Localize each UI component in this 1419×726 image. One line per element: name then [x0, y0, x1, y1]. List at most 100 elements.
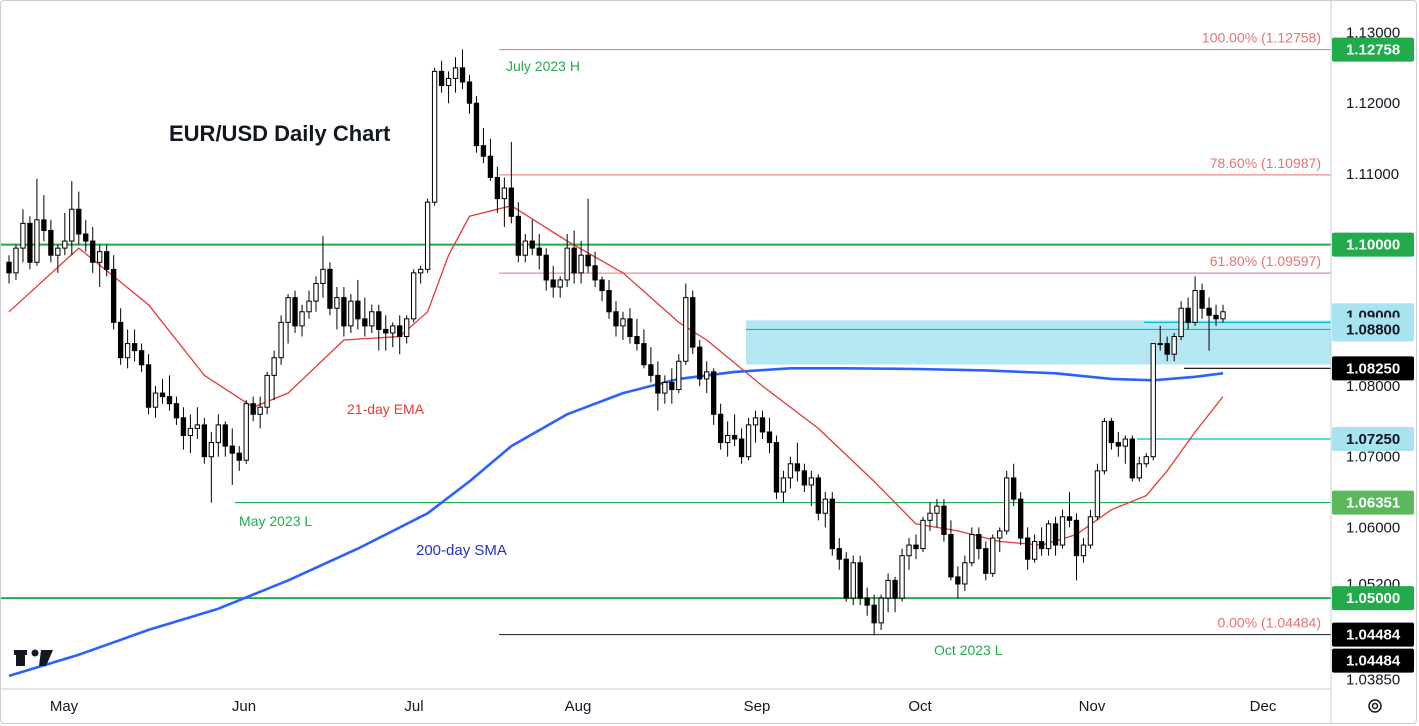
candle-body-164: [1150, 343, 1156, 458]
candle-body-139: [976, 533, 982, 550]
candle-body-61: [431, 70, 438, 203]
candle-body-82: [578, 254, 584, 274]
chart-title: EUR/USD Daily Chart: [169, 121, 391, 146]
candle-body-171: [1199, 290, 1205, 309]
candle-body-119: [836, 548, 842, 560]
tradingview-logo-icon[interactable]: [14, 649, 53, 667]
candle-body-111: [780, 477, 787, 493]
candle-body-3: [27, 222, 33, 263]
candle-body-58: [411, 272, 417, 320]
candle-body-26: [187, 427, 194, 436]
candle-body-75: [529, 240, 535, 249]
candle-body-30: [215, 424, 221, 444]
price-tag-text-6: 1.06351: [1346, 495, 1400, 512]
candle-body-69: [487, 155, 494, 178]
candle-body-123: [864, 597, 870, 606]
candle-body-1: [13, 247, 19, 274]
x-tick-3: Aug: [565, 698, 592, 715]
y-tick-5: 1.08000: [1346, 378, 1400, 395]
candle-body-163: [1143, 456, 1149, 465]
candle-body-25: [180, 417, 187, 436]
candle-body-103: [724, 434, 731, 444]
price-tag-0: [1332, 37, 1414, 62]
x-tick-0: May: [50, 698, 79, 715]
candle-body-57: [404, 318, 410, 338]
candle-body-11: [83, 233, 89, 242]
candle-body-129: [906, 544, 912, 557]
candle-body-33: [236, 452, 242, 461]
price-tag-8: [1332, 622, 1414, 647]
candle-body-54: [383, 328, 389, 334]
july-high-label: July 2023 H: [506, 58, 580, 74]
price-tag-text-0: 1.12758: [1346, 42, 1400, 59]
candle-body-70: [494, 176, 501, 200]
candle-body-131: [920, 519, 926, 550]
candle-body-5: [41, 219, 47, 231]
candle-body-101: [711, 371, 717, 415]
y-tick-6: 1.07000: [1346, 449, 1400, 466]
price-tag-text-8: 1.04484: [1346, 627, 1401, 644]
price-tag-4: [1332, 356, 1414, 381]
candle-body-142: [997, 530, 1003, 539]
candle-body-43: [306, 300, 312, 313]
price-tag-text-9: 1.04484: [1346, 653, 1401, 670]
candle-body-51: [362, 318, 368, 327]
candle-body-96: [676, 360, 682, 391]
candle-body-28: [201, 424, 208, 458]
candle-body-104: [731, 434, 738, 440]
candle-body-138: [969, 533, 975, 564]
candle-body-106: [745, 424, 752, 458]
gear-icon[interactable]: [1368, 699, 1382, 713]
price-tag-6: [1332, 490, 1414, 515]
candle-body-161: [1129, 438, 1135, 479]
x-tick-7: Dec: [1250, 698, 1277, 715]
candle-body-0: [6, 261, 12, 274]
candle-body-59: [417, 268, 424, 274]
candle-body-16: [117, 321, 124, 359]
candle-body-112: [787, 463, 794, 479]
candle-body-41: [292, 297, 298, 327]
candle-body-60: [424, 201, 431, 270]
candle-body-133: [934, 505, 940, 514]
candle-body-108: [759, 417, 766, 433]
candle-body-117: [822, 498, 828, 514]
price-tag-text-4: 1.08250: [1346, 360, 1400, 377]
candle-body-21: [152, 392, 159, 408]
candle-body-143: [1004, 477, 1010, 532]
support-zone: [746, 320, 1331, 365]
candle-body-80: [564, 247, 570, 281]
candle-body-160: [1122, 438, 1128, 447]
candle-body-15: [110, 268, 117, 323]
price-tag-text-1: 1.10000: [1346, 237, 1400, 254]
candle-body-7: [55, 247, 61, 256]
candle-body-170: [1192, 290, 1198, 323]
candle-body-42: [299, 311, 305, 327]
candle-body-146: [1024, 537, 1031, 560]
candle-body-19: [138, 350, 145, 366]
candle-body-99: [697, 346, 703, 380]
candle-body-4: [34, 219, 40, 263]
candle-body-94: [662, 381, 668, 394]
candle-body-83: [585, 254, 591, 267]
candle-body-46: [327, 268, 333, 309]
candle-body-150: [1052, 523, 1059, 546]
ema21-line: [8, 205, 1224, 546]
candle-body-29: [208, 442, 214, 458]
candle-body-90: [634, 336, 640, 345]
candle-body-144: [1011, 477, 1017, 500]
candle-body-8: [62, 240, 68, 249]
candle-body-157: [1101, 420, 1108, 472]
candle-body-116: [815, 477, 821, 514]
candle-body-71: [501, 187, 508, 200]
candle-body-148: [1038, 541, 1045, 550]
fib-label-3: 0.00% (1.04484): [1217, 615, 1321, 631]
candle-body-136: [955, 576, 961, 585]
candle-body-130: [913, 544, 919, 550]
candle-body-169: [1185, 307, 1191, 323]
candle-body-127: [892, 579, 898, 599]
candle-body-63: [445, 77, 452, 87]
candle-body-68: [480, 145, 487, 157]
candle-body-158: [1108, 420, 1115, 444]
candle-body-27: [194, 424, 201, 429]
